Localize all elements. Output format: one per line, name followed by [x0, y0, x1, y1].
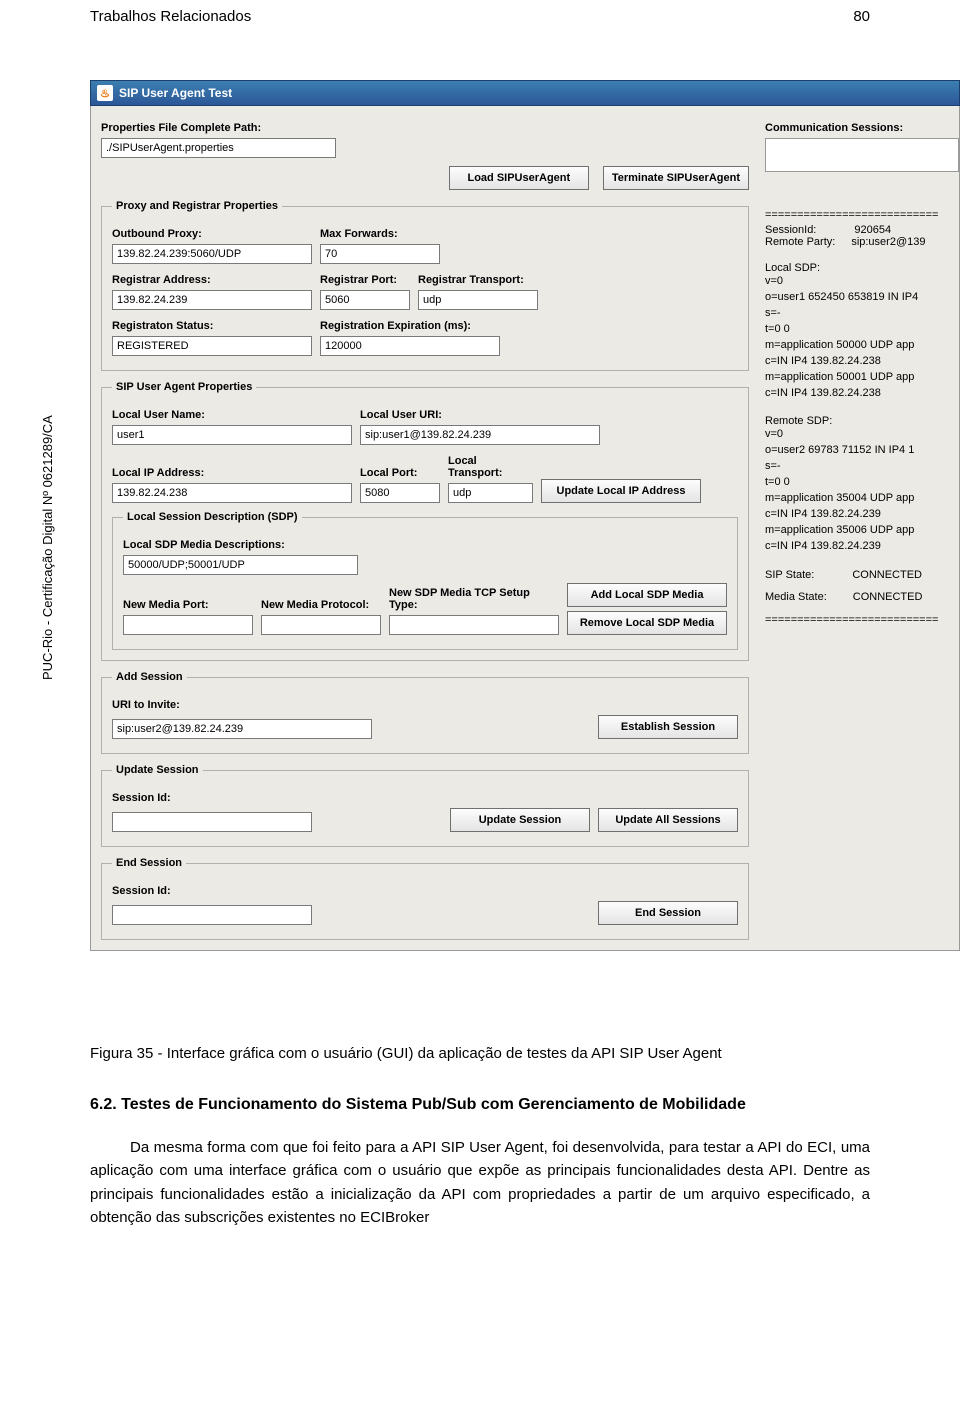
uri-invite-input[interactable] [112, 719, 372, 739]
max-forwards-input[interactable] [320, 244, 440, 264]
add-session-legend: Add Session [112, 671, 187, 683]
uri-invite-label: URI to Invite: [112, 699, 738, 711]
terminate-button[interactable]: Terminate SIPUserAgent [603, 166, 749, 190]
registrar-addr-input[interactable] [112, 290, 312, 310]
registrar-addr-label: Registrar Address: [112, 274, 312, 286]
left-pane: Properties File Complete Path: Load SIPU… [91, 106, 759, 950]
remote-party-key: Remote Party: [765, 236, 835, 248]
new-media-port-input[interactable] [123, 615, 253, 635]
registrar-transport-label: Registrar Transport: [418, 274, 538, 286]
remote-sdp-label: Remote SDP: [765, 415, 959, 427]
page-number: 80 [853, 8, 870, 25]
add-sdp-button[interactable]: Add Local SDP Media [567, 583, 727, 607]
sdp-subgroup-legend: Local Session Description (SDP) [123, 511, 302, 523]
local-sdp-lines: v=0 o=user1 652450 653819 IN IP4 s=- t=0… [765, 274, 959, 402]
reg-status-label: Registraton Status: [112, 320, 312, 332]
new-media-proto-input[interactable] [261, 615, 381, 635]
outbound-proxy-input[interactable] [112, 244, 312, 264]
establish-button[interactable]: Establish Session [598, 715, 738, 739]
comm-sessions-box[interactable] [765, 138, 959, 172]
prop-path-label: Properties File Complete Path: [101, 122, 749, 134]
proxy-group: Proxy and Registrar Properties Outbound … [101, 200, 749, 371]
update-ip-button[interactable]: Update Local IP Address [541, 479, 701, 503]
divider-top: =========================== [765, 208, 959, 224]
new-media-port-label: New Media Port: [123, 599, 253, 611]
local-user-name-label: Local User Name: [112, 409, 352, 421]
new-media-proto-label: New Media Protocol: [261, 599, 381, 611]
certification-label: PUC-Rio - Certificação Digital Nº 062128… [40, 415, 55, 680]
sdp-subgroup: Local Session Description (SDP) Local SD… [112, 511, 738, 650]
header-title: Trabalhos Relacionados [90, 8, 251, 25]
end-session-group: End Session Session Id: End Session [101, 857, 749, 940]
titlebar: ♨ SIP User Agent Test [90, 80, 960, 106]
update-all-button[interactable]: Update All Sessions [598, 808, 738, 832]
outbound-proxy-label: Outbound Proxy: [112, 228, 312, 240]
prop-path-input[interactable] [101, 138, 336, 158]
caption-area: Figura 35 - Interface gráfica com o usuá… [90, 1042, 870, 1229]
page-header: Trabalhos Relacionados 80 [0, 0, 960, 29]
end-session-legend: End Session [112, 857, 186, 869]
media-state-val: CONNECTED [853, 591, 923, 603]
local-ip-label: Local IP Address: [112, 467, 352, 479]
window-title: SIP User Agent Test [119, 86, 232, 100]
local-transport-label: Local Transport: [448, 455, 533, 479]
max-forwards-label: Max Forwards: [320, 228, 440, 240]
update-session-legend: Update Session [112, 764, 203, 776]
remote-party-val: sip:user2@139 [851, 236, 925, 248]
update-session-id-label: Session Id: [112, 792, 738, 804]
remove-sdp-button[interactable]: Remove Local SDP Media [567, 611, 727, 635]
sipua-group-legend: SIP User Agent Properties [112, 381, 256, 393]
proxy-group-legend: Proxy and Registrar Properties [112, 200, 282, 212]
local-user-uri-input[interactable] [360, 425, 600, 445]
section-title: 6.2. Testes de Funcionamento do Sistema … [90, 1093, 870, 1118]
sipua-group: SIP User Agent Properties Local User Nam… [101, 381, 749, 661]
divider-bottom: =========================== [765, 613, 959, 629]
local-port-input[interactable] [360, 483, 440, 503]
new-tcp-setup-label: New SDP Media TCP Setup Type: [389, 587, 559, 611]
registrar-transport-input[interactable] [418, 290, 538, 310]
comm-sessions-label: Communication Sessions: [765, 122, 959, 134]
reg-exp-input[interactable] [320, 336, 500, 356]
end-session-id-input[interactable] [112, 905, 312, 925]
end-session-button[interactable]: End Session [598, 901, 738, 925]
remote-sdp-lines: v=0 o=user2 69783 71152 IN IP4 1 s=- t=0… [765, 427, 959, 555]
java-icon: ♨ [97, 85, 113, 101]
sip-state-val: CONNECTED [852, 569, 922, 581]
new-tcp-setup-input[interactable] [389, 615, 559, 635]
right-pane: Communication Sessions: ================… [759, 106, 959, 950]
local-port-label: Local Port: [360, 467, 440, 479]
local-transport-input[interactable] [448, 483, 533, 503]
local-user-uri-label: Local User URI: [360, 409, 600, 421]
update-session-id-input[interactable] [112, 812, 312, 832]
load-button[interactable]: Load SIPUserAgent [449, 166, 589, 190]
update-session-group: Update Session Session Id: Update Sessio… [101, 764, 749, 847]
local-ip-input[interactable] [112, 483, 352, 503]
reg-exp-label: Registration Expiration (ms): [320, 320, 500, 332]
sip-state-key: SIP State: [765, 569, 814, 581]
sdp-media-label: Local SDP Media Descriptions: [123, 539, 727, 551]
local-user-name-input[interactable] [112, 425, 352, 445]
end-session-id-label: Session Id: [112, 885, 738, 897]
local-sdp-label: Local SDP: [765, 262, 959, 274]
reg-status-input[interactable] [112, 336, 312, 356]
update-session-button[interactable]: Update Session [450, 808, 590, 832]
registrar-port-label: Registrar Port: [320, 274, 410, 286]
body-paragraph: Da mesma forma com que foi feito para a … [90, 1136, 870, 1229]
add-session-group: Add Session URI to Invite: Establish Ses… [101, 671, 749, 754]
media-state-key: Media State: [765, 591, 827, 603]
session-id-val: 920654 [854, 224, 891, 236]
figure-caption: Figura 35 - Interface gráfica com o usuá… [90, 1042, 870, 1065]
session-id-key: SessionId: [765, 224, 816, 236]
app-window: ♨ SIP User Agent Test Properties File Co… [90, 80, 960, 951]
registrar-port-input[interactable] [320, 290, 410, 310]
sdp-media-input[interactable] [123, 555, 358, 575]
